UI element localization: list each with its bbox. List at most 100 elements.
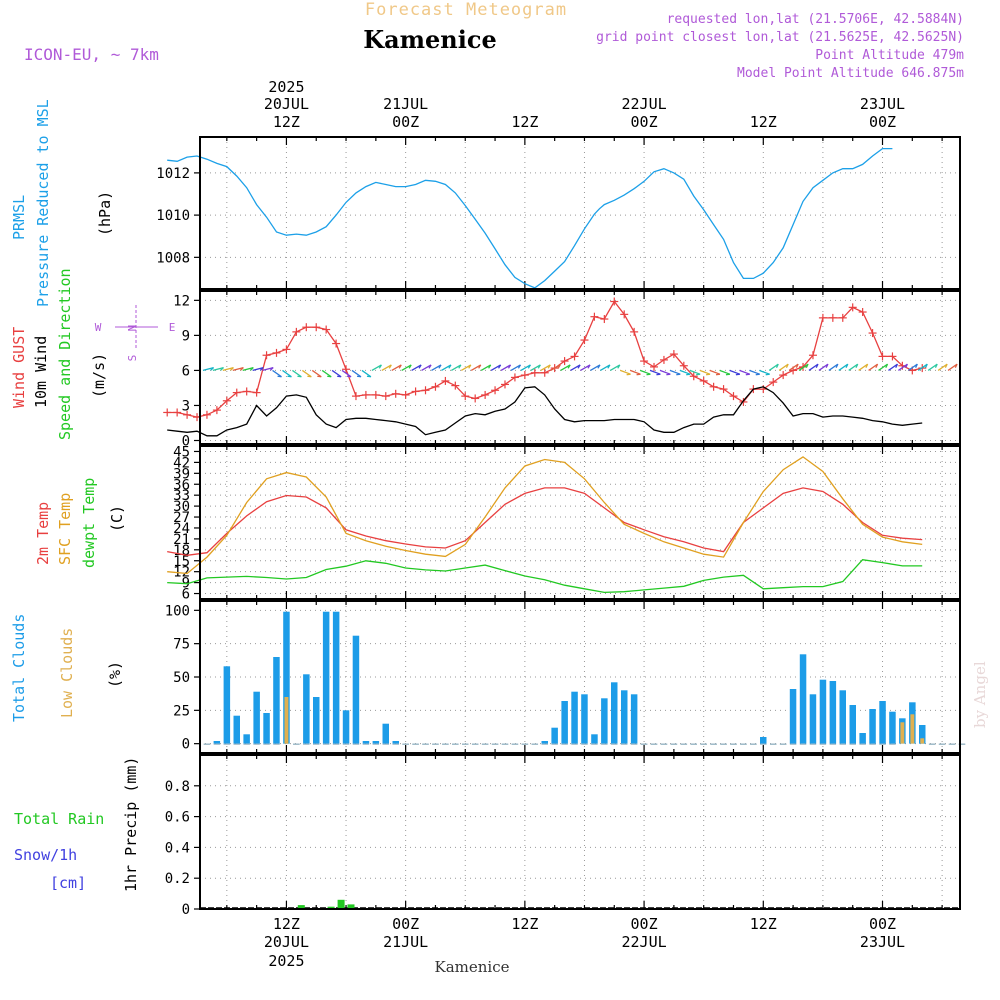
total-cloud-bar	[273, 657, 280, 744]
wind-direction-arrow	[689, 369, 701, 376]
temperature-side-labels: 2m Temp SFC Temp dewpt Temp (C)	[34, 478, 126, 568]
y-tick-label: 27	[173, 510, 190, 526]
top-axis-label: 12Z	[750, 113, 777, 131]
station-title: Kamenice	[363, 25, 497, 54]
gust-marker	[322, 325, 331, 334]
wind-direction-arrow	[480, 364, 492, 371]
total-cloud-bar	[372, 741, 380, 744]
point-altitude: Point Altitude 479m	[815, 48, 964, 63]
wind-direction-arrow	[659, 369, 671, 376]
total-cloud-bar	[829, 681, 837, 744]
wind-direction-arrow	[401, 364, 412, 371]
y-tick-label: 1008	[156, 250, 190, 266]
y-tick-label: 1012	[156, 166, 190, 182]
wind-direction-arrow	[709, 369, 721, 376]
gust-marker	[540, 368, 549, 377]
y-tick-label: 0.6	[165, 810, 190, 826]
gust-marker	[342, 365, 351, 374]
wind-direction-arrow	[739, 369, 751, 376]
wind-gust-line	[167, 300, 923, 418]
gust-marker	[312, 323, 321, 332]
total-cloud-bar	[919, 725, 926, 744]
gust-marker	[610, 297, 619, 306]
wind-direction-arrow	[311, 369, 322, 378]
total-cloud-bar	[362, 741, 370, 744]
wind-direction-arrow	[232, 366, 244, 372]
total-cloud-bar	[392, 741, 399, 744]
bottom-axis-label: 00Z	[392, 915, 419, 933]
wind-direction-arrow	[431, 364, 442, 371]
wind-direction-arrow	[798, 363, 809, 371]
gust-marker	[560, 357, 569, 366]
gridpoint-coords: grid point closest lon,lat (21.5625E, 42…	[596, 30, 964, 45]
gust-marker	[769, 378, 778, 387]
gust-marker	[838, 313, 847, 322]
wind-direction-arrow	[411, 364, 422, 371]
wind-direction-arrow	[699, 369, 711, 376]
wind-unit: (m/s)	[90, 353, 108, 398]
wind-direction-arrow	[460, 364, 472, 371]
precip-side-labels: Total Rain Snow/1h [cm] 1hr Precip (mm)	[14, 757, 140, 892]
top-axis-label: 23JUL	[860, 95, 905, 113]
wind-direction-arrow	[500, 364, 512, 371]
precip-unit: 1hr Precip (mm)	[122, 757, 140, 892]
bottom-axis-label: 23JUL	[860, 933, 905, 951]
wind-direction-arrow	[590, 364, 601, 371]
prmsl-label: PRMSL	[10, 195, 28, 240]
clouds-side-labels: Total Clouds Low Clouds (%)	[10, 614, 124, 722]
y-tick-label: 45	[173, 444, 190, 460]
total-cloud-bar	[352, 635, 360, 744]
bottom-axis-label: 20JUL	[264, 933, 309, 951]
wind-direction-arrow	[927, 363, 938, 371]
y-tick-label: 30	[173, 499, 190, 515]
wind-direction-arrow	[202, 366, 215, 372]
low-cloud-bar	[910, 714, 915, 744]
wind-direction-arrow	[848, 363, 859, 371]
wind-direction-arrow	[391, 364, 402, 371]
y-tick-label: 100	[165, 603, 190, 619]
y-tick-label: 12	[173, 293, 190, 309]
y-tick-label: 39	[173, 466, 190, 482]
y-tick-label: 6	[182, 587, 190, 603]
model-label: ICON-EU, ~ 7km	[24, 45, 159, 64]
total-cloud-bar	[839, 690, 846, 744]
wind-direction-arrow	[778, 363, 789, 371]
model-altitude: Model Point Altitude 646.875m	[737, 66, 964, 81]
bottom-axis-label: 22JUL	[622, 933, 667, 951]
snow-unit-label: [cm]	[50, 874, 86, 892]
total-cloud-bar	[611, 682, 618, 744]
clouds-unit: (%)	[106, 661, 124, 688]
dewpt-temp-label: dewpt Temp	[80, 478, 98, 568]
total-cloud-bar	[601, 698, 608, 744]
clouds-panel: 0 25 50 75 100	[165, 600, 966, 754]
gust-marker	[411, 387, 420, 396]
gust-marker	[739, 397, 748, 406]
rain-bar	[297, 905, 305, 909]
gust-marker	[491, 386, 500, 395]
y-tick-label: 1010	[156, 208, 190, 224]
y-tick-label: 36	[173, 477, 190, 493]
wind-direction-arrow	[381, 364, 392, 371]
y-tick-label: 75	[173, 637, 190, 653]
wind-direction-arrow	[580, 364, 591, 371]
wind-direction-arrow	[917, 363, 928, 371]
total-cloud-bar	[233, 715, 240, 744]
wind-direction-arrow	[888, 363, 899, 371]
total-cloud-bar	[621, 690, 628, 744]
wind-direction-arrow	[620, 369, 631, 376]
total-cloud-bar	[591, 734, 598, 744]
wind-direction-arrow	[282, 369, 292, 378]
wind-direction-arrow	[351, 369, 362, 378]
gust-marker	[650, 362, 659, 371]
bottom-axis-label: 00Z	[631, 915, 658, 933]
wind-direction-arrow	[421, 364, 432, 371]
y-tick-label: 25	[173, 703, 190, 719]
low-cloud-bar	[900, 722, 905, 744]
wind-direction-arrow	[838, 363, 849, 371]
gust-marker	[818, 313, 827, 322]
gust-marker	[878, 352, 887, 361]
wind-direction-arrow	[907, 363, 918, 371]
total-cloud-bar	[809, 694, 817, 744]
total-cloud-bar	[382, 723, 389, 744]
